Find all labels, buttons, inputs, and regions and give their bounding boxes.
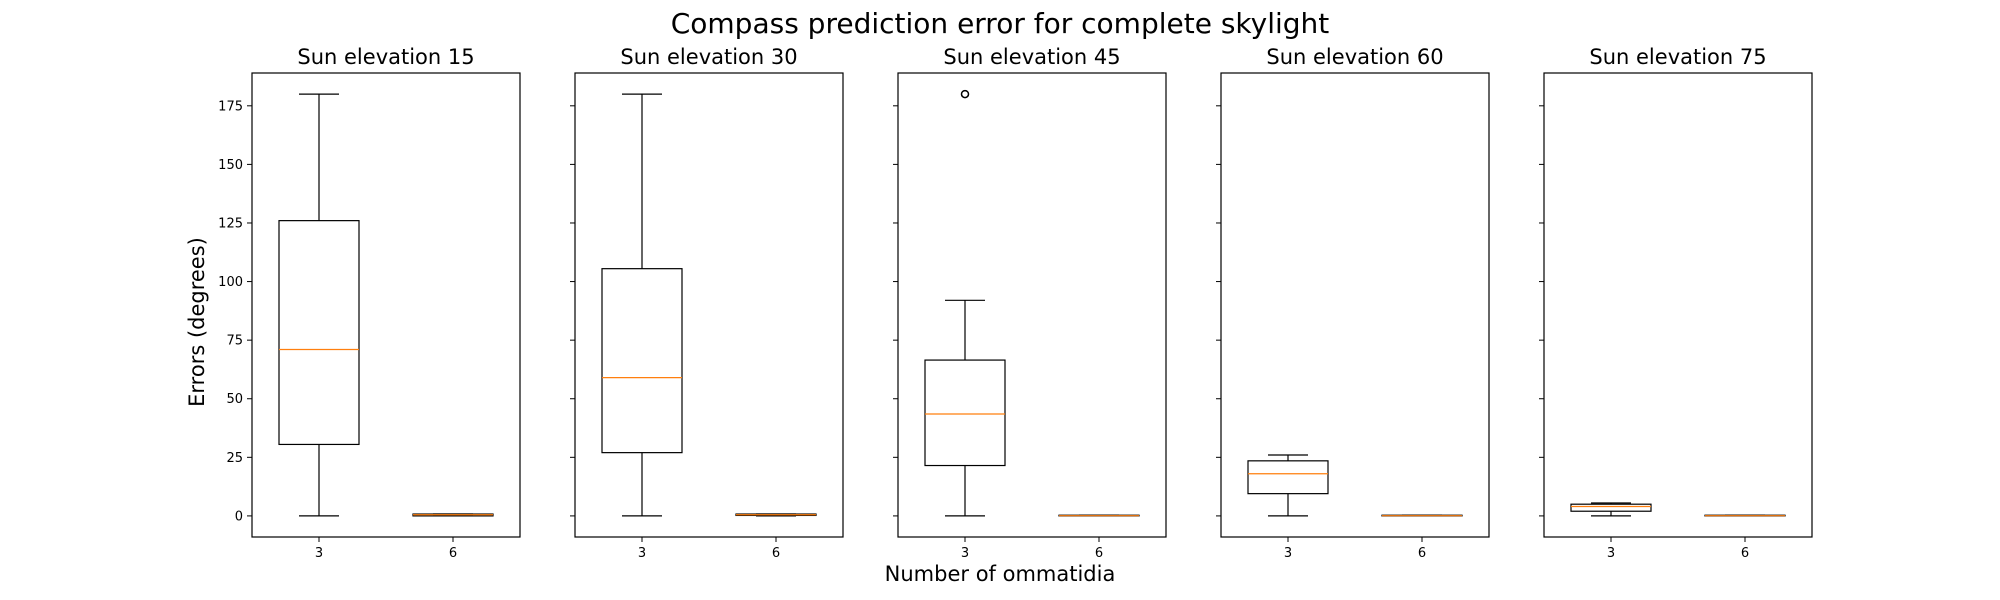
subplot-4: Sun elevation 60 3 6 [1216, 45, 1490, 561]
box-3 [1570, 502, 1652, 517]
iqr-box [278, 220, 360, 446]
box-3 [278, 93, 360, 517]
outlier-point [960, 89, 970, 99]
subplot-title: Sun elevation 15 [297, 45, 474, 69]
y-tick-label: 50 [226, 392, 243, 407]
box-3 [924, 89, 1006, 517]
subplot-5: Sun elevation 75 3 6 [1539, 45, 1813, 561]
x-tick-label: 6 [449, 546, 457, 561]
box-6 [1058, 514, 1140, 517]
box-6 [735, 513, 817, 517]
y-axis-label: Errors (degrees) [185, 237, 209, 407]
subplot-2: Sun elevation 30 3 6 [570, 45, 844, 561]
x-tick-label: 3 [1284, 546, 1292, 561]
subplot-3: Sun elevation 45 3 6 [893, 45, 1167, 561]
subplot-title: Sun elevation 75 [1589, 45, 1766, 69]
x-tick-label: 3 [1607, 546, 1615, 561]
iqr-box [1570, 503, 1652, 512]
y-tick-label: 75 [226, 334, 243, 349]
x-tick-label: 6 [1741, 546, 1749, 561]
y-tick-label: 0 [235, 509, 243, 524]
axes-frame [574, 72, 844, 538]
y-tick-label: 100 [218, 275, 243, 290]
box-3 [1247, 454, 1329, 517]
x-tick-label: 6 [772, 546, 780, 561]
subplot-title: Sun elevation 30 [620, 45, 797, 69]
x-tick-label: 3 [961, 546, 969, 561]
y-tick-label: 150 [218, 158, 243, 173]
box-6 [1704, 514, 1786, 517]
figure-title: Compass prediction error for complete sk… [671, 7, 1330, 40]
axes-frame [1220, 72, 1490, 538]
x-tick-label: 6 [1418, 546, 1426, 561]
y-tick-label: 25 [226, 451, 243, 466]
subplot-title: Sun elevation 60 [1266, 45, 1443, 69]
y-tick-label: 125 [218, 216, 243, 231]
box-3 [601, 93, 683, 517]
box-6 [1381, 514, 1463, 517]
x-tick-label: 6 [1095, 546, 1103, 561]
subplot-title: Sun elevation 45 [943, 45, 1120, 69]
x-tick-label: 3 [315, 546, 323, 561]
axes-frame [251, 72, 521, 538]
box-6 [412, 513, 494, 517]
iqr-box [601, 268, 683, 454]
y-tick-label: 175 [218, 99, 243, 114]
iqr-box [924, 359, 1006, 467]
iqr-box [1247, 460, 1329, 495]
axes-frame [897, 72, 1167, 538]
x-axis-label: Number of ommatidia [885, 562, 1116, 586]
axes-frame [1543, 72, 1813, 538]
x-tick-label: 3 [638, 546, 646, 561]
subplot-1: Sun elevation 15 0 25 50 75 100 125 150 175 3 6 [218, 45, 521, 561]
